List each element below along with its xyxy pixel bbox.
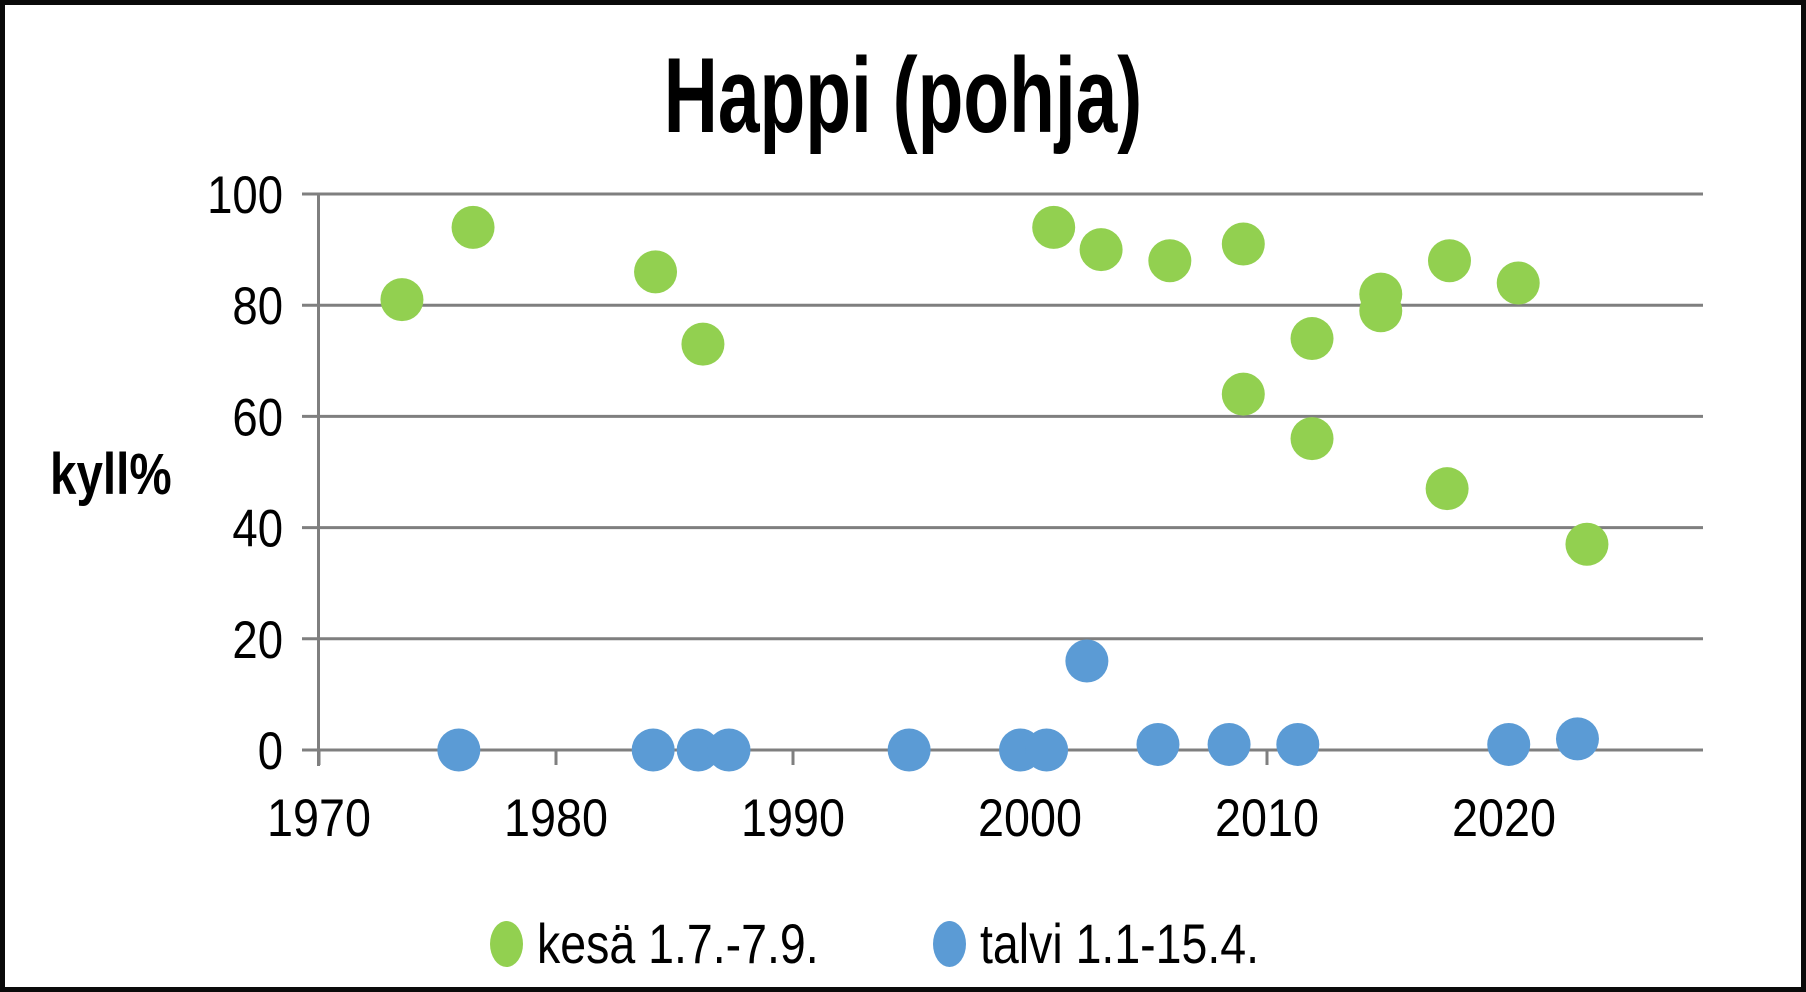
data-point-winter: [1487, 722, 1531, 766]
y-tick-label-100: 100: [207, 166, 283, 225]
data-point-winter: [1136, 722, 1180, 766]
x-tick-label-1990: 1990: [741, 789, 845, 848]
y-tick-label-20: 20: [232, 611, 283, 670]
y-tick-label-0: 0: [258, 722, 283, 781]
legend-label-winter: talvi 1.1-15.4.: [979, 912, 1259, 975]
x-tick-label-2000: 2000: [978, 789, 1082, 848]
y-tick-label-40: 40: [232, 500, 283, 559]
data-point-summer: [1565, 522, 1609, 566]
data-point-summer: [1290, 417, 1334, 461]
data-point-winter: [676, 728, 720, 772]
y-tick-label-60: 60: [232, 388, 283, 447]
data-point-summer: [1425, 467, 1469, 511]
data-point-winter: [887, 728, 931, 772]
data-point-summer: [681, 322, 725, 366]
legend-marker-winter-icon: [932, 921, 966, 967]
data-point-summer: [634, 250, 678, 294]
legend: kesä 1.7.-7.9. talvi 1.1-15.4.: [0, 916, 1806, 972]
data-point-summer: [1221, 222, 1265, 266]
data-point-winter: [1207, 722, 1251, 766]
data-point-summer: [1221, 372, 1265, 416]
data-point-winter: [1025, 728, 1069, 772]
legend-item-summer: kesä 1.7.-7.9.: [490, 916, 876, 972]
data-point-winter: [631, 728, 675, 772]
data-point-winter: [1065, 639, 1109, 683]
legend-label-summer: kesä 1.7.-7.9.: [537, 912, 819, 975]
data-point-summer: [1148, 239, 1192, 283]
legend-marker-summer-icon: [490, 921, 524, 967]
x-tick-label-2010: 2010: [1215, 789, 1319, 848]
data-point-summer: [451, 205, 495, 249]
data-point-winter: [437, 728, 481, 772]
data-point-winter: [1555, 717, 1599, 761]
x-tick-label-2020: 2020: [1452, 789, 1556, 848]
legend-item-winter: talvi 1.1-15.4.: [932, 912, 1316, 975]
data-point-summer: [1290, 317, 1334, 361]
chart-title: Happi (pohja): [663, 35, 1143, 155]
data-point-summer: [380, 278, 424, 322]
data-point-summer: [1427, 239, 1471, 283]
data-point-winter: [707, 728, 751, 772]
data-point-summer: [1359, 289, 1403, 333]
y-axis-title: kyll%: [50, 442, 172, 507]
data-point-winter: [1276, 722, 1320, 766]
data-point-summer: [1496, 261, 1540, 305]
x-tick-label-1970: 1970: [267, 789, 371, 848]
data-point-summer: [1079, 228, 1123, 272]
y-tick-label-80: 80: [232, 277, 283, 336]
x-tick-label-1980: 1980: [504, 789, 608, 848]
data-point-summer: [1032, 205, 1076, 249]
